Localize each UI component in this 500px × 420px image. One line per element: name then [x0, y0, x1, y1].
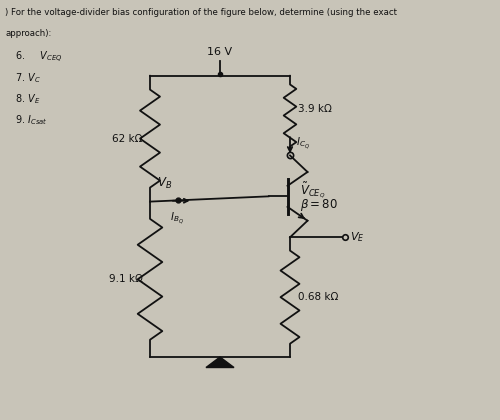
- Text: 16 V: 16 V: [208, 47, 233, 57]
- Text: approach):: approach):: [5, 29, 52, 38]
- Text: 8. $V_E$: 8. $V_E$: [15, 92, 40, 106]
- Text: ) For the voltage-divider bias configuration of the figure below, determine (usi: ) For the voltage-divider bias configura…: [5, 8, 397, 17]
- Text: $\beta = 80$: $\beta = 80$: [300, 197, 338, 213]
- Text: $V_B$: $V_B$: [158, 176, 172, 191]
- Text: 6.     $V_{CEQ}$: 6. $V_{CEQ}$: [15, 50, 62, 66]
- Text: 9. $I_{Csat}$: 9. $I_{Csat}$: [15, 113, 48, 127]
- Text: 62 kΩ: 62 kΩ: [112, 134, 142, 144]
- Text: $\tilde{V}_{CE_Q}$: $\tilde{V}_{CE_Q}$: [300, 180, 326, 200]
- Polygon shape: [206, 357, 234, 368]
- Text: $V_E$: $V_E$: [350, 231, 364, 244]
- Text: 0.68 kΩ: 0.68 kΩ: [298, 292, 338, 302]
- Text: 7. $V_C$: 7. $V_C$: [15, 71, 41, 85]
- Text: 3.9 kΩ: 3.9 kΩ: [298, 104, 332, 114]
- Text: $I_{B_Q}$: $I_{B_Q}$: [170, 210, 184, 226]
- Text: 9.1 kΩ: 9.1 kΩ: [108, 274, 142, 284]
- Text: $I_{C_Q}$: $I_{C_Q}$: [296, 136, 310, 152]
